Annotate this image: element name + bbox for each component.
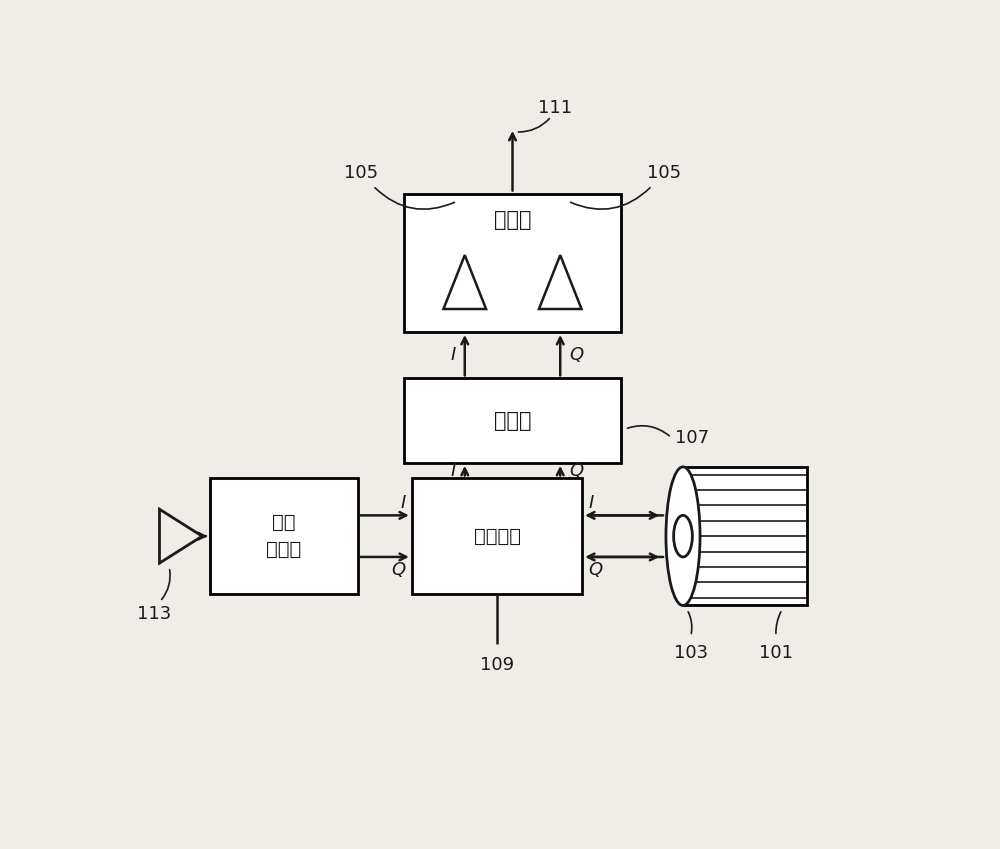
Text: 105: 105 <box>344 164 378 182</box>
Text: Q: Q <box>570 462 584 480</box>
Text: 开关装置: 开关装置 <box>474 526 520 546</box>
Text: 混频器: 混频器 <box>494 211 531 230</box>
Bar <box>210 478 358 594</box>
Text: 109: 109 <box>480 655 514 673</box>
Text: 105: 105 <box>647 164 681 182</box>
Text: I: I <box>450 346 455 364</box>
Bar <box>404 379 621 463</box>
Text: I: I <box>450 462 455 480</box>
Text: 101: 101 <box>759 644 793 662</box>
Text: 103: 103 <box>674 644 708 662</box>
Text: I: I <box>400 493 406 511</box>
Ellipse shape <box>666 467 700 605</box>
Text: Q: Q <box>391 561 406 579</box>
Text: Q: Q <box>588 561 603 579</box>
Text: 107: 107 <box>675 429 709 447</box>
Text: 功率
分配器: 功率 分配器 <box>266 514 302 559</box>
Text: 移相器: 移相器 <box>494 411 531 430</box>
Text: 111: 111 <box>538 98 572 116</box>
Bar <box>404 194 621 332</box>
Text: Q: Q <box>570 346 584 364</box>
Bar <box>683 467 807 605</box>
Bar <box>412 478 582 594</box>
Text: I: I <box>588 493 594 511</box>
Text: 113: 113 <box>137 605 171 623</box>
